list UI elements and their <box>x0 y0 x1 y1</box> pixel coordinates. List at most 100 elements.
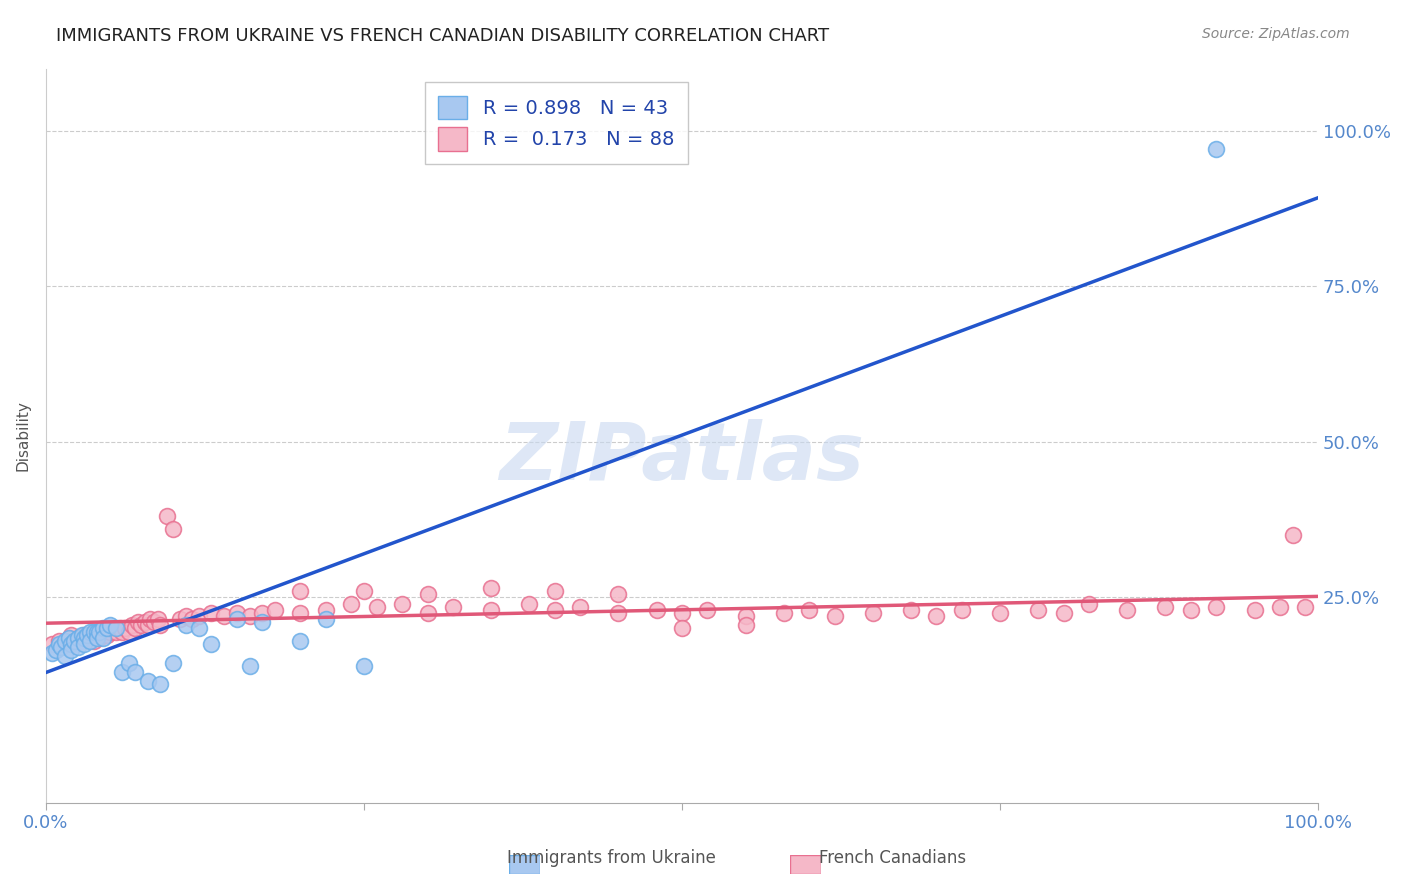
Point <box>63 633 86 648</box>
Point <box>41 646 63 660</box>
Point <box>121 618 143 632</box>
Point <box>1053 606 1076 620</box>
Point <box>86 631 108 645</box>
Point <box>544 584 567 599</box>
Point <box>174 618 197 632</box>
Point <box>734 609 756 624</box>
Point <box>416 587 439 601</box>
Point <box>79 633 101 648</box>
Point <box>66 631 89 645</box>
Point <box>479 581 502 595</box>
Point <box>91 624 114 639</box>
Point <box>252 606 274 620</box>
Point <box>73 627 96 641</box>
Point <box>73 631 96 645</box>
Text: French Canadians: French Canadians <box>820 849 966 867</box>
Point <box>174 609 197 624</box>
Point <box>544 603 567 617</box>
Point <box>290 606 312 620</box>
Point <box>98 624 121 639</box>
Point <box>53 633 76 648</box>
Point <box>1026 603 1049 617</box>
Point <box>391 597 413 611</box>
Point <box>607 587 630 601</box>
Point <box>1281 528 1303 542</box>
Point <box>66 631 89 645</box>
Point <box>200 606 222 620</box>
Point <box>89 624 111 639</box>
Point <box>114 621 136 635</box>
Point <box>51 640 73 654</box>
Point <box>187 621 209 635</box>
Point <box>671 606 693 620</box>
Point <box>162 656 184 670</box>
Text: IMMIGRANTS FROM UKRAINE VS FRENCH CANADIAN DISABILITY CORRELATION CHART: IMMIGRANTS FROM UKRAINE VS FRENCH CANADI… <box>56 27 830 45</box>
Point <box>200 637 222 651</box>
Point <box>950 603 973 617</box>
Point <box>366 599 388 614</box>
Point <box>1205 142 1227 156</box>
Point <box>1243 603 1265 617</box>
Point <box>58 631 80 645</box>
Point <box>136 674 159 689</box>
Point <box>671 621 693 635</box>
Point <box>149 677 172 691</box>
Point <box>76 627 98 641</box>
Point <box>146 612 169 626</box>
Point <box>60 627 83 641</box>
Point <box>118 624 141 639</box>
Point <box>1294 599 1316 614</box>
Point <box>136 618 159 632</box>
Point <box>772 606 794 620</box>
Point <box>290 633 312 648</box>
Point <box>290 584 312 599</box>
Point <box>48 637 70 651</box>
Point <box>60 643 83 657</box>
Point <box>91 631 114 645</box>
Point <box>53 649 76 664</box>
Point <box>70 633 93 648</box>
Point <box>925 609 948 624</box>
Legend: R = 0.898   N = 43, R =  0.173   N = 88: R = 0.898 N = 43, R = 0.173 N = 88 <box>425 82 688 164</box>
Point <box>238 609 260 624</box>
Point <box>70 627 93 641</box>
Point <box>73 637 96 651</box>
Point <box>212 609 235 624</box>
Point <box>696 603 718 617</box>
Point <box>315 603 337 617</box>
Point <box>416 606 439 620</box>
Point <box>988 606 1011 620</box>
Point <box>127 615 149 630</box>
Point <box>1180 603 1202 617</box>
Point <box>131 618 153 632</box>
Point <box>238 658 260 673</box>
Point <box>79 624 101 639</box>
Point <box>60 637 83 651</box>
Point <box>181 612 204 626</box>
Point <box>98 618 121 632</box>
Point <box>104 624 127 639</box>
Text: Immigrants from Ukraine: Immigrants from Ukraine <box>508 849 716 867</box>
Point <box>169 612 191 626</box>
Point <box>89 631 111 645</box>
Point <box>76 631 98 645</box>
Point <box>86 624 108 639</box>
Point <box>315 612 337 626</box>
Point <box>156 509 179 524</box>
Point <box>86 624 108 639</box>
Point <box>353 658 375 673</box>
Point <box>111 624 134 639</box>
Point <box>118 656 141 670</box>
Point <box>252 615 274 630</box>
Text: ZIPatlas: ZIPatlas <box>499 418 865 497</box>
Point <box>91 621 114 635</box>
Point <box>66 640 89 654</box>
Point <box>441 599 464 614</box>
Y-axis label: Disability: Disability <box>15 401 30 471</box>
Point <box>862 606 884 620</box>
Point <box>734 618 756 632</box>
Point <box>353 584 375 599</box>
Point <box>83 633 105 648</box>
Point <box>162 522 184 536</box>
Point <box>83 624 105 639</box>
